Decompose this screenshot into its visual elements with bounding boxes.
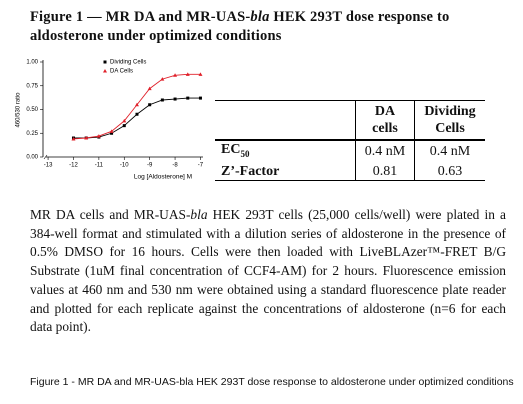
header-row: DA cells Dividing Cells [215,100,485,141]
figure-title: Figure 1 — MR DA and MR-UAS-bla HEK 293T… [30,8,500,46]
row-label-text: Z’-Factor [221,163,280,179]
x-tick-label: -12 [69,163,78,169]
table-cell: 0.4 nM [414,140,485,163]
table-cell: 0.81 [355,162,415,181]
y-axis-label: 460/530 ratio [16,92,22,128]
data-point [186,96,190,100]
chart: Log [Aldosterone] M 460/530 ratio 0.00 0.… [16,60,204,181]
data-point [148,103,152,107]
body-run: HEK 293T cells (25,000 cells/well) were … [30,207,506,335]
data-point [96,134,101,138]
data-point [84,136,89,140]
caption: Figure 1 - MR DA and MR-UAS-bla HEK 293T… [30,376,514,388]
legend-label: DA Cells [110,69,133,75]
data-point [147,86,152,91]
data-point [198,72,203,76]
body-text: MR DA cells and MR-UAS-bla HEK 293T cell… [30,206,506,337]
corner-cell [215,100,356,141]
x-tick-label: -9 [147,163,153,169]
data-point [110,131,114,135]
table-row: Z’-Factor 0.81 0.63 [215,162,485,181]
data-point [160,98,164,102]
data-point [134,102,139,107]
legend-label: Dividing Cells [110,60,146,66]
column-header: Dividing Cells [414,100,485,141]
x-axis-label: Log [Aldosterone] M [134,174,192,181]
x-tick-label: -8 [172,163,178,169]
data-point [71,136,76,141]
legend-marker [103,69,107,73]
axis-break [43,154,48,160]
body-italic: bla [190,207,208,222]
y-tick-label: 1.00 [26,60,38,66]
data-point [185,72,190,76]
data-point [173,97,177,101]
body-run: MR DA cells and MR-UAS- [30,207,191,222]
table-cell: 0.4 nM [355,140,415,163]
results-table: DA cells Dividing Cells EC50 0.4 nM 0.4 nM Z… [215,100,485,181]
table-row: EC50 0.4 nM 0.4 nM [215,140,485,163]
title-text: HEK 293T dose response to aldosterone un… [30,9,450,44]
row-label: EC50 [215,140,356,163]
fit-line [73,73,201,140]
x-tick-label: -11 [95,163,104,169]
x-tick-label: -13 [44,163,53,169]
legend-marker [103,60,107,64]
subscript: 50 [240,148,250,159]
y-tick-label: 0.75 [26,83,38,89]
y-tick-label: 0.50 [26,107,38,113]
data-point [122,124,126,128]
data-point [109,129,114,133]
data-point [198,96,202,100]
data-point [173,73,178,77]
row-label: Z’-Factor [215,162,356,181]
x-tick-label: -10 [120,163,129,169]
column-header: DA cells [355,100,415,141]
title-text: Figure 1 — MR DA and MR-UAS- [30,9,251,25]
data-point [160,77,165,81]
data-point [122,118,127,123]
row-label-text: EC [221,142,241,157]
table-cell: 0.63 [414,162,485,181]
y-tick-label: 0.00 [26,155,38,161]
title-italic: bla [250,9,270,25]
x-tick-label: -7 [198,163,204,169]
y-tick-label: 0.25 [26,131,38,137]
data-point [135,112,139,116]
